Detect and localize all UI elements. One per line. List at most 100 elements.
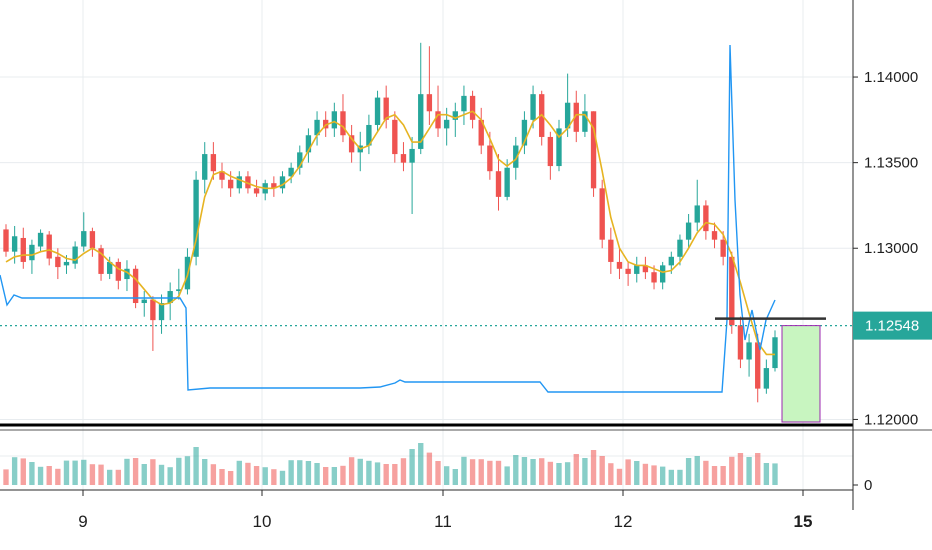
candle-body: [124, 268, 130, 280]
candle-body: [651, 272, 657, 283]
candle-body: [158, 303, 165, 321]
candle-body: [107, 261, 113, 274]
candle-body: [461, 95, 467, 112]
candle-body: [72, 246, 78, 264]
volume-plot: [3, 443, 778, 485]
candle-body: [504, 167, 510, 197]
candle-body: [418, 94, 424, 149]
volume-bar: [72, 460, 78, 485]
candle-body: [729, 256, 735, 326]
volume-bar: [703, 460, 709, 485]
volume-bar: [89, 464, 96, 485]
volume-bar: [720, 466, 726, 485]
candle-body: [703, 205, 709, 232]
candle-body: [737, 325, 744, 360]
volume-bar: [63, 460, 70, 485]
candle-body: [176, 289, 182, 292]
candle-body: [167, 291, 173, 304]
volume-bar: [271, 469, 277, 485]
current-price-tag: [853, 311, 932, 340]
candle-body: [668, 256, 674, 266]
volume-bar: [366, 460, 372, 485]
candle-body: [720, 239, 726, 257]
candle-body: [89, 231, 96, 249]
volume-bar: [357, 458, 363, 485]
volume-bar: [677, 469, 683, 485]
volume-bar: [668, 469, 674, 485]
current-price-label: 1.12548: [865, 318, 919, 335]
candle-body: [253, 188, 260, 194]
candle-body: [63, 261, 70, 266]
candle-body: [331, 111, 338, 129]
volume-bar: [37, 466, 44, 485]
indicator-line: [0, 44, 776, 393]
candle-body: [236, 176, 242, 189]
candle-body: [599, 188, 605, 240]
volume-bar: [521, 457, 528, 485]
volume-bar: [564, 462, 571, 485]
candle-body: [383, 97, 389, 120]
volume-bar: [547, 461, 554, 485]
candle-body: [685, 222, 692, 240]
time-axis-labels: 9 10 11 12 15: [78, 490, 812, 531]
volume-bar: [746, 457, 752, 485]
price-tick-label: 1.13500: [864, 155, 918, 172]
candle-body: [98, 248, 104, 274]
volume-bar: [418, 443, 424, 485]
volume-bar: [625, 459, 631, 485]
volume-bar: [11, 457, 18, 485]
volume-bar: [755, 453, 761, 485]
volume-bar: [46, 466, 52, 485]
volume-bar: [478, 459, 484, 485]
volume-bar: [340, 465, 346, 485]
volume-bar: [573, 454, 579, 485]
volume-bar: [452, 469, 458, 485]
candle-body: [677, 239, 683, 257]
candle-body: [374, 97, 381, 125]
volume-bar: [556, 463, 562, 485]
volume-bar: [642, 463, 649, 485]
volume-bar: [634, 461, 640, 485]
volume-bar: [495, 460, 502, 485]
volume-bar: [487, 460, 493, 485]
candle-body: [746, 342, 752, 360]
volume-bar: [253, 466, 260, 485]
candle-body: [763, 368, 770, 389]
time-tick-label: 15: [794, 512, 813, 531]
candle-body: [772, 337, 778, 369]
volume-bar: [210, 464, 217, 485]
volume-bar: [202, 459, 208, 485]
candle-body: [271, 183, 277, 189]
volume-bar: [599, 456, 605, 485]
volume-bar: [115, 469, 122, 485]
volume-bar: [392, 464, 398, 485]
target-box[interactable]: [781, 325, 821, 423]
candle-body: [288, 167, 294, 177]
volume-bar: [98, 464, 104, 485]
volume-bar: [20, 458, 26, 485]
candle-body: [392, 119, 398, 155]
volume-bar: [590, 450, 597, 485]
candle-body: [115, 261, 122, 281]
candle-body: [227, 179, 234, 189]
candle-body: [573, 102, 579, 132]
volume-bar: [55, 468, 61, 485]
volume-bar: [608, 463, 614, 485]
volume-bar: [400, 458, 407, 485]
candle-body: [11, 236, 18, 252]
volume-bar: [3, 469, 9, 485]
price-axis-labels: 1.14000 1.13500 1.13000 1.12000 0 1.12548: [853, 69, 932, 494]
candle-body: [29, 244, 35, 261]
volume-bar: [158, 464, 165, 485]
candle-body: [711, 231, 718, 240]
price-tick-label: 1.13000: [864, 240, 918, 257]
candle-body: [193, 179, 199, 257]
time-tick-label: 9: [78, 512, 87, 531]
volume-bar: [107, 469, 113, 485]
candle-body: [279, 176, 286, 189]
candle-body: [297, 152, 303, 168]
candle-body: [755, 342, 761, 389]
candle-body: [547, 136, 554, 167]
price-plot: [0, 42, 853, 427]
